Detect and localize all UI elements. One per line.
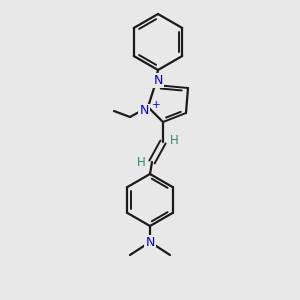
Text: N: N [139,104,149,118]
Text: +: + [152,100,160,110]
Text: N: N [153,74,163,86]
Text: H: H [169,134,178,148]
Text: N: N [145,236,155,248]
Text: H: H [136,157,146,169]
